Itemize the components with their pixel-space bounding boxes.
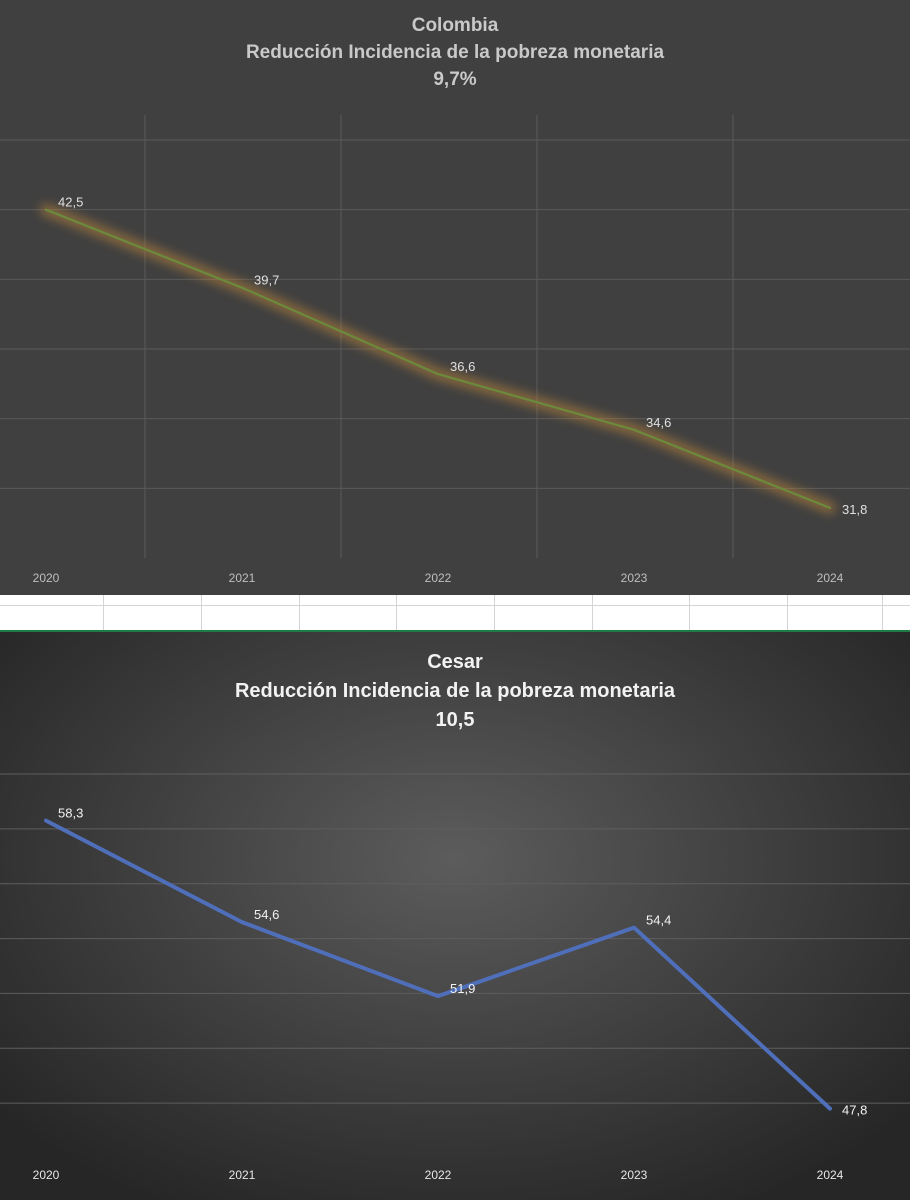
spreadsheet-cell — [202, 595, 300, 630]
colombia-data-label: 39,7 — [254, 273, 279, 288]
cesar-series-line — [44, 818, 832, 1111]
spreadsheet-gap — [0, 595, 910, 632]
spreadsheet-cell — [788, 595, 883, 630]
colombia-x-tick-label: 2022 — [425, 571, 452, 585]
colombia-data-label: 42,5 — [58, 195, 83, 210]
spreadsheet-cell — [104, 595, 202, 630]
cesar-chart-summary-value: 10,5 — [435, 709, 475, 731]
spreadsheet-cell — [0, 595, 104, 630]
cesar-chart-title: Cesar — [427, 651, 483, 673]
spreadsheet-cell — [593, 595, 690, 630]
colombia-x-tick-label: 2021 — [229, 571, 256, 585]
colombia-x-tick-label: 2023 — [621, 571, 648, 585]
cesar-data-label: 54,6 — [254, 907, 279, 922]
colombia-chart-subtitle: Reducción Incidencia de la pobreza monet… — [245, 42, 665, 63]
cesar-chart: Cesar Reducción Incidencia de la pobreza… — [0, 632, 910, 1200]
colombia-data-label: 36,6 — [450, 359, 475, 374]
cesar-x-tick-label: 2022 — [425, 1168, 452, 1182]
cesar-x-tick-label: 2024 — [817, 1168, 844, 1182]
colombia-plot-area: 42,5 39,7 36,6 34,6 31,8 2020 2021 2022 2023 2024 — [0, 115, 910, 585]
colombia-chart: Colombia Reducción Incidencia de la pobr… — [0, 0, 910, 595]
colombia-chart-title: Colombia — [411, 15, 499, 36]
spreadsheet-row-line — [0, 605, 910, 606]
cesar-x-tick-label: 2023 — [621, 1168, 648, 1182]
cesar-chart-subtitle: Reducción Incidencia de la pobreza monet… — [234, 680, 676, 702]
cesar-plot-area: 58,3 54,6 51,9 54,4 47,8 2020 2021 2022 2023 2024 — [0, 773, 910, 1182]
cesar-data-label: 51,9 — [450, 981, 475, 996]
cesar-chart-title-block: Cesar Reducción Incidencia de la pobreza… — [0, 648, 910, 735]
cesar-x-tick-label: 2021 — [229, 1168, 256, 1182]
colombia-chart-title-block: Colombia Reducción Incidencia de la pobr… — [0, 12, 910, 93]
colombia-data-label: 31,8 — [842, 502, 867, 517]
colombia-series-line-glow — [40, 203, 836, 514]
colombia-series-line — [44, 208, 832, 509]
colombia-data-label: 34,6 — [646, 415, 671, 430]
spreadsheet-cell — [300, 595, 397, 630]
spreadsheet-cell — [690, 595, 788, 630]
colombia-x-tick-label: 2020 — [33, 571, 60, 585]
cesar-x-tick-label: 2020 — [33, 1168, 60, 1182]
cesar-data-label: 47,8 — [842, 1103, 867, 1118]
colombia-chart-summary-value: 9,7% — [433, 69, 477, 90]
spreadsheet-cell — [495, 595, 593, 630]
colombia-x-tick-label: 2024 — [817, 571, 844, 585]
cesar-data-label: 54,4 — [646, 913, 671, 928]
cesar-data-label: 58,3 — [58, 806, 83, 821]
spreadsheet-cell — [397, 595, 495, 630]
